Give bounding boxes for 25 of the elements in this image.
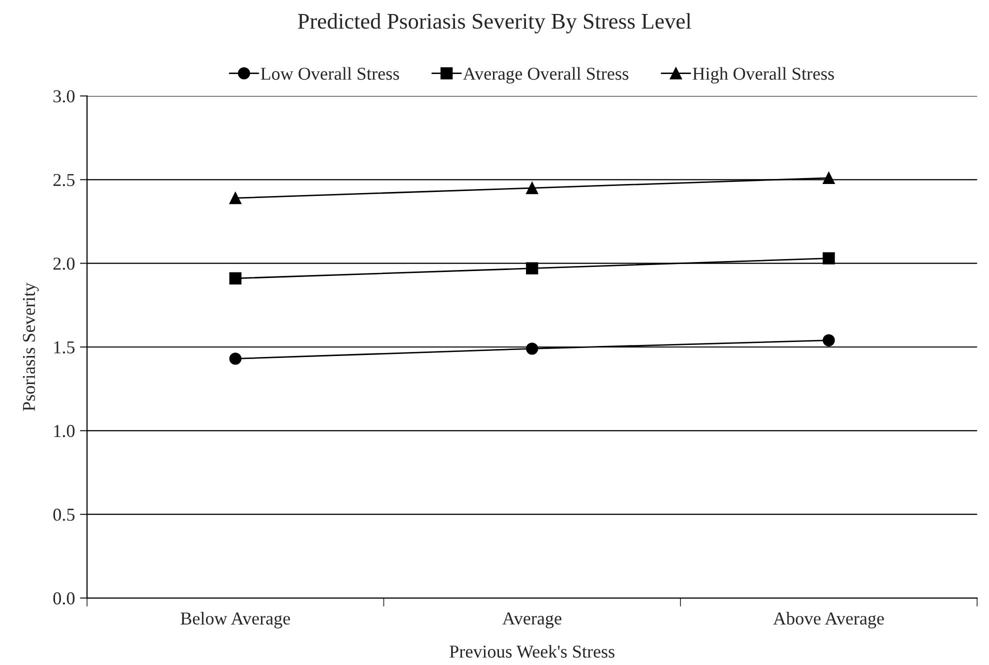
y-tick-label: 1.5 — [54, 341, 75, 354]
y-tick-label: 2.0 — [53, 258, 75, 270]
point — [229, 272, 242, 284]
legend-label: Average Overall Stress — [463, 67, 628, 84]
y-tick-label: 2.5 — [53, 174, 75, 186]
x-tick-label: Above Average — [773, 612, 884, 628]
y-axis-title: Psoriasis Severity — [22, 282, 39, 411]
chart-title: Predicted Psoriasis Severity By Stress Level — [298, 13, 692, 34]
point — [822, 172, 835, 184]
point — [822, 252, 835, 264]
y-tick-label: 0.0 — [53, 592, 75, 605]
point — [526, 182, 538, 194]
point — [229, 192, 242, 204]
x-tick-label: Average — [502, 612, 562, 628]
point — [526, 342, 538, 355]
point — [526, 262, 538, 274]
x-axis-title: Previous Week's Stress — [450, 645, 614, 658]
point — [822, 334, 835, 346]
x-tick-label: Below Average — [180, 612, 290, 628]
y-tick-label: 0.5 — [53, 508, 75, 521]
legend-label: Low Overall Stress — [260, 67, 400, 80]
point — [229, 352, 242, 365]
legend-label: High Overall Stress — [692, 67, 834, 84]
y-tick-label: 3.0 — [54, 90, 75, 102]
y-tick-label: 1.0 — [54, 424, 75, 438]
